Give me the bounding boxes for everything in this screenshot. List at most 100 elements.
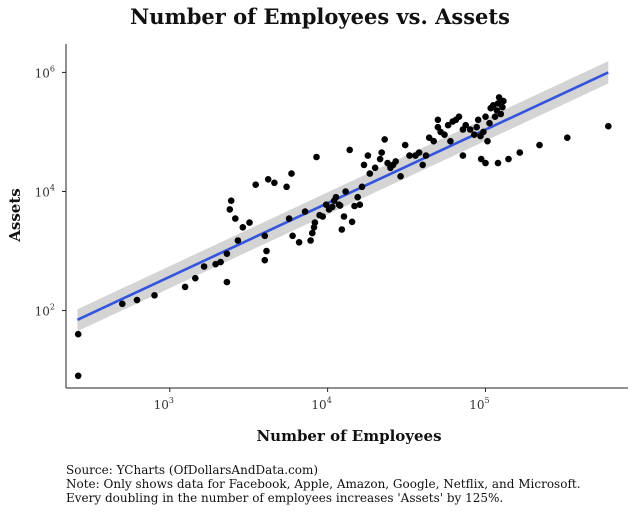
- data-point: [505, 155, 512, 163]
- data-point: [200, 263, 208, 270]
- x-tick-label: 105: [469, 396, 489, 412]
- data-point: [473, 123, 481, 131]
- data-point: [471, 131, 478, 138]
- data-point: [223, 278, 231, 286]
- data-point: [491, 113, 499, 120]
- data-point: [338, 226, 346, 233]
- data-point: [351, 202, 358, 210]
- data-point: [495, 94, 503, 101]
- data-point: [406, 152, 413, 159]
- data-point: [434, 116, 442, 124]
- data-point: [425, 134, 433, 141]
- data-point: [74, 372, 82, 380]
- note-caption: Note: Only shows data for Facebook, Appl…: [66, 477, 581, 491]
- data-point: [486, 119, 493, 127]
- data-point: [252, 181, 259, 188]
- data-point: [289, 232, 296, 240]
- data-point: [482, 113, 489, 120]
- data-point: [466, 126, 474, 133]
- x-tick-exponent: 5: [485, 396, 490, 405]
- data-point: [415, 149, 423, 156]
- data-point: [192, 274, 199, 282]
- data-point: [441, 131, 448, 138]
- data-point: [232, 215, 239, 222]
- data-point: [226, 206, 234, 213]
- data-point: [358, 183, 366, 191]
- data-point: [74, 330, 82, 338]
- data-point: [422, 152, 430, 159]
- data-point: [459, 152, 467, 159]
- data-point: [319, 213, 327, 220]
- x-tick-label: 103: [154, 396, 174, 412]
- chart-title: Number of Employees vs. Assets: [130, 4, 510, 29]
- x-tick-label: 104: [311, 396, 331, 412]
- data-point: [397, 173, 404, 180]
- data-point: [392, 158, 400, 165]
- data-point: [480, 128, 487, 136]
- data-point: [455, 113, 463, 120]
- data-point: [288, 170, 295, 177]
- data-point: [516, 149, 524, 156]
- data-point: [499, 103, 506, 111]
- data-point: [346, 146, 354, 154]
- data-point: [482, 159, 489, 167]
- data-point: [354, 193, 362, 201]
- data-point: [336, 202, 344, 209]
- data-point: [340, 213, 348, 220]
- data-point: [366, 170, 374, 177]
- data-point: [419, 161, 427, 169]
- finding-caption: Every doubling in the number of employee…: [66, 491, 504, 505]
- data-point: [484, 137, 491, 145]
- y-axis-label: Assets: [6, 188, 24, 242]
- data-point: [239, 224, 247, 231]
- data-point: [474, 116, 482, 124]
- data-point: [494, 159, 502, 167]
- data-point: [133, 296, 141, 304]
- data-point: [234, 237, 242, 244]
- data-point: [401, 141, 409, 149]
- data-point: [605, 122, 612, 130]
- data-point: [494, 100, 502, 107]
- data-point: [447, 137, 454, 145]
- data-point: [307, 237, 314, 244]
- x-axis-label: Number of Employees: [256, 427, 441, 445]
- data-point: [311, 219, 319, 226]
- source-caption: Source: YCharts (OfDollarsAndData.com): [66, 463, 319, 477]
- data-point: [381, 136, 389, 143]
- data-point: [497, 110, 505, 118]
- y-tick-label: 102: [35, 303, 55, 319]
- data-point: [212, 260, 219, 268]
- data-point: [261, 232, 269, 240]
- data-point: [371, 164, 379, 172]
- data-point: [356, 201, 364, 208]
- data-point: [329, 203, 336, 211]
- data-point: [342, 188, 349, 195]
- data-point: [246, 219, 253, 226]
- data-point: [271, 179, 278, 187]
- data-point: [376, 155, 384, 163]
- data-point: [462, 121, 470, 129]
- x-tick-exponent: 4: [327, 396, 332, 405]
- y-tick-label: 104: [35, 183, 55, 199]
- data-point: [223, 250, 231, 257]
- data-point: [181, 283, 189, 291]
- y-tick-exponent: 6: [50, 64, 55, 73]
- data-point: [332, 193, 340, 201]
- y-tick-exponent: 2: [50, 303, 55, 312]
- data-point: [564, 134, 571, 141]
- data-point: [477, 155, 485, 163]
- data-point: [283, 183, 290, 191]
- data-point: [536, 141, 543, 149]
- data-point: [264, 176, 272, 183]
- data-point: [444, 121, 452, 129]
- data-point: [301, 208, 309, 215]
- data-point: [430, 137, 438, 145]
- data-point: [295, 239, 303, 246]
- data-point: [500, 97, 507, 105]
- data-point: [151, 292, 158, 299]
- data-point: [285, 215, 293, 222]
- x-tick-exponent: 3: [169, 396, 174, 405]
- data-point: [364, 152, 372, 159]
- data-point: [217, 258, 224, 266]
- data-point: [119, 300, 126, 308]
